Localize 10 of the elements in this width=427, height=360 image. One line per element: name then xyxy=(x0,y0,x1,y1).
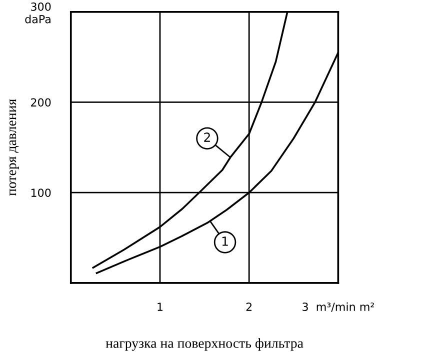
y-tick-label: 300 daPa xyxy=(25,2,51,24)
x-tick-label: 3 m³/min m² xyxy=(302,302,374,312)
y-tick-label: 200 xyxy=(31,98,51,107)
x-tick-label: 1 xyxy=(158,302,162,311)
annotation: 1 xyxy=(222,236,228,246)
annotation: 2 xyxy=(204,132,210,142)
y-axis-title: потеря давления xyxy=(10,99,20,196)
x-tick-label: 2 xyxy=(246,302,252,311)
x-axis-title: нагрузка на поверхность фильтра xyxy=(106,338,304,351)
y-tick-label: 100 xyxy=(31,188,51,197)
